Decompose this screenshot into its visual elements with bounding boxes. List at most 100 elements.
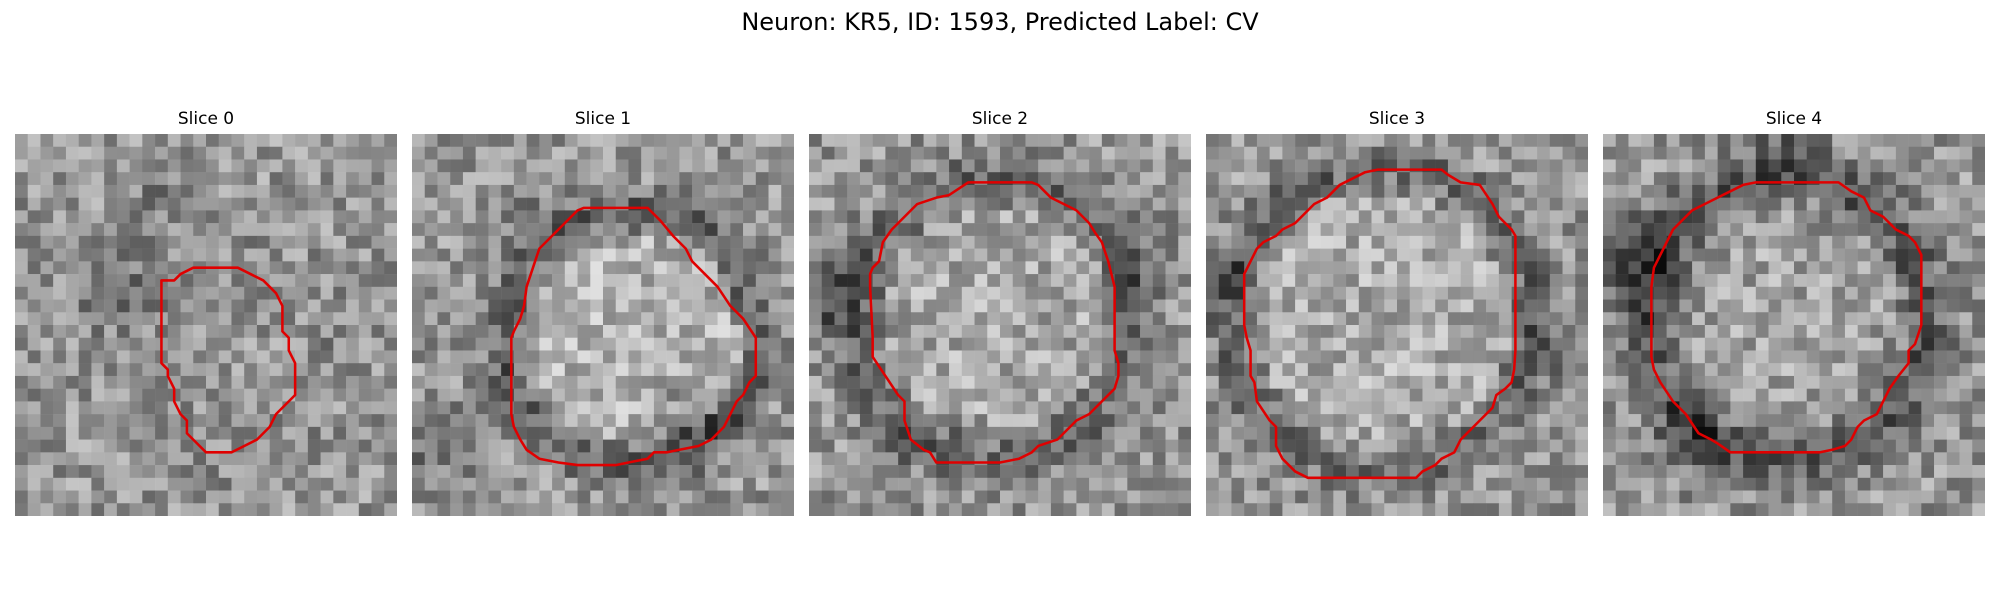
pixel xyxy=(129,452,143,466)
pixel xyxy=(1152,172,1166,186)
pixel xyxy=(1447,223,1461,237)
pixel xyxy=(730,414,744,428)
pixel xyxy=(1498,159,1512,173)
pixel xyxy=(1089,184,1103,198)
pixel xyxy=(1435,388,1449,402)
pixel xyxy=(974,388,988,402)
pixel xyxy=(1295,325,1309,338)
pixel xyxy=(1114,414,1128,428)
pixel xyxy=(1165,490,1179,504)
pixel xyxy=(371,388,385,402)
pixel xyxy=(142,426,156,440)
pixel xyxy=(1832,465,1846,479)
pixel xyxy=(1562,452,1576,466)
pixel xyxy=(679,146,693,160)
pixel xyxy=(577,261,591,275)
pixel xyxy=(1717,401,1731,415)
pixel xyxy=(1946,439,1960,453)
pixel xyxy=(1921,172,1935,186)
pixel xyxy=(730,312,744,326)
pixel xyxy=(346,503,360,516)
pixel xyxy=(475,210,489,224)
pixel xyxy=(1346,299,1360,313)
pixel xyxy=(1165,299,1179,313)
pixel xyxy=(704,235,718,249)
pixel xyxy=(1447,414,1461,428)
pixel xyxy=(256,134,270,147)
pixel xyxy=(437,210,451,224)
pixel xyxy=(1076,312,1090,326)
pixel xyxy=(1127,363,1141,377)
pixel xyxy=(1717,134,1731,147)
pixel xyxy=(333,337,347,351)
pixel xyxy=(1844,337,1858,351)
pixel xyxy=(1358,223,1372,237)
pixel xyxy=(1050,223,1064,237)
pixel xyxy=(1371,286,1385,300)
pixel xyxy=(847,375,861,389)
pixel xyxy=(450,235,464,249)
pixel xyxy=(1908,375,1922,389)
pixel xyxy=(65,159,79,173)
pixel xyxy=(1409,325,1423,338)
pixel xyxy=(936,146,950,160)
pixel xyxy=(564,363,578,377)
pixel xyxy=(167,465,181,479)
pixel xyxy=(104,159,118,173)
slice-1-image xyxy=(412,134,794,516)
pixel xyxy=(282,172,296,186)
pixel xyxy=(1959,274,1973,288)
pixel xyxy=(116,210,130,224)
pixel xyxy=(116,274,130,288)
pixel xyxy=(40,375,54,389)
pixel xyxy=(628,325,642,338)
pixel xyxy=(1346,490,1360,504)
pixel xyxy=(821,503,835,516)
pixel xyxy=(987,286,1001,300)
pixel xyxy=(488,414,502,428)
pixel xyxy=(1063,363,1077,377)
pixel xyxy=(1346,325,1360,338)
pixel xyxy=(142,477,156,491)
pixel xyxy=(704,503,718,516)
pixel xyxy=(1447,235,1461,249)
pixel xyxy=(218,426,232,440)
pixel xyxy=(295,184,309,198)
pixel xyxy=(15,477,28,491)
pixel xyxy=(1012,426,1026,440)
pixel xyxy=(1384,274,1398,288)
pixel xyxy=(40,184,54,198)
pixel xyxy=(1358,286,1372,300)
pixel xyxy=(1127,337,1141,351)
pixel xyxy=(1498,146,1512,160)
pixel xyxy=(859,414,873,428)
pixel xyxy=(1178,159,1191,173)
pixel xyxy=(1333,439,1347,453)
pixel xyxy=(142,172,156,186)
pixel xyxy=(1076,299,1090,313)
pixel xyxy=(333,503,347,516)
pixel xyxy=(231,299,245,313)
pixel xyxy=(936,274,950,288)
pixel xyxy=(1486,286,1500,300)
pixel xyxy=(1603,146,1616,160)
pixel xyxy=(1295,452,1309,466)
pixel xyxy=(167,337,181,351)
pixel xyxy=(1628,375,1642,389)
pixel xyxy=(1870,184,1884,198)
pixel xyxy=(1346,146,1360,160)
pixel xyxy=(590,439,604,453)
pixel xyxy=(628,426,642,440)
pixel xyxy=(704,388,718,402)
pixel xyxy=(1730,350,1744,364)
pixel xyxy=(692,452,706,466)
pixel xyxy=(1511,414,1525,428)
pixel xyxy=(834,337,848,351)
pixel xyxy=(1422,325,1436,338)
pixel xyxy=(53,286,67,300)
pixel xyxy=(1549,465,1563,479)
pixel xyxy=(27,426,41,440)
pixel xyxy=(1231,401,1245,415)
pixel xyxy=(768,375,782,389)
pixel xyxy=(231,210,245,224)
